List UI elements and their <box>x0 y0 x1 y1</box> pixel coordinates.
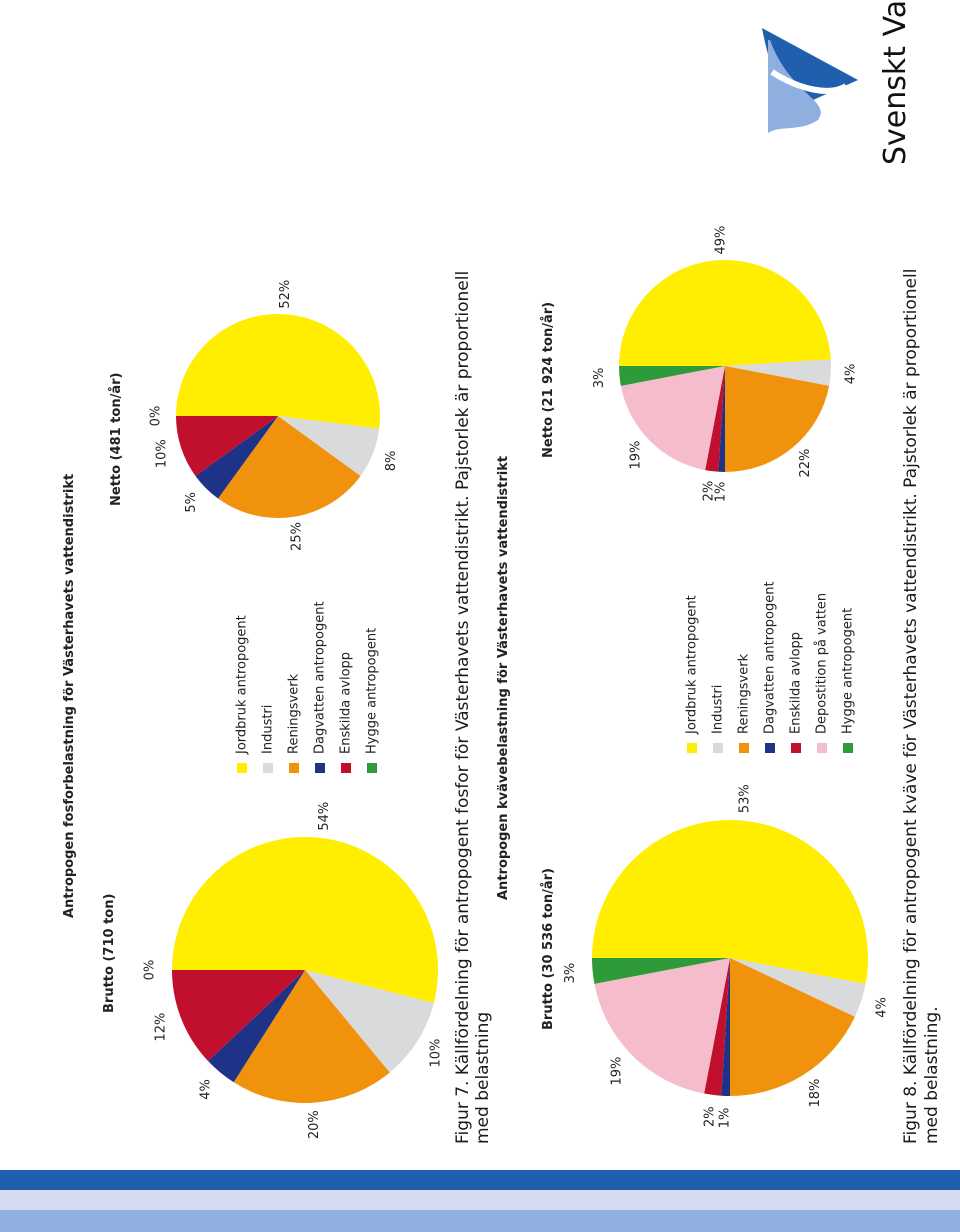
footer-stripe-dark <box>0 1170 960 1190</box>
figure7-legend: Jordbruk antropogent Industri Reningsverk D… <box>235 601 380 773</box>
pie-label-industri: 4% <box>875 997 890 1018</box>
pie-slice-hygge-antropogent <box>619 366 725 386</box>
pie-label-dagvatten-antropogent: 4% <box>199 1079 214 1100</box>
legend-label-industri: Industri <box>711 685 726 734</box>
pie-label-dagvatten-antropogent: 1% <box>714 482 729 503</box>
legend-label-dagvatten-antropogent: Dagvatten antropogent <box>313 601 328 754</box>
legend-swatch-jordbruk-antropogent <box>687 743 697 753</box>
legend-swatch-dagvatten-antropogent <box>765 743 775 753</box>
legend-swatch-dagvatten-antropogent <box>315 763 325 773</box>
pie-slice-depostition-pa-vatten <box>620 366 725 471</box>
legend-label-enskilda-avlopp: Enskilda avlopp <box>789 632 804 734</box>
pie-slice-industri <box>278 416 380 476</box>
legend-label-hygge-antropogent: Hygge antropogent <box>841 608 856 734</box>
pie-label-enskilda-avlopp: 10% <box>155 439 170 468</box>
brand-name: Svenskt Vatten <box>878 0 913 165</box>
legend-swatch-hygge-antropogent <box>367 763 377 773</box>
pie-slice-reningsverk <box>233 970 390 1104</box>
pie-slice-industri <box>305 970 434 1073</box>
pie-label-reningsverk: 18% <box>808 1079 823 1108</box>
pie-slice-dagvatten-antropogent <box>208 970 305 1083</box>
pie-slice-hygge-antropogent <box>592 958 730 984</box>
pie-label-depostition-pa-vatten: 19% <box>628 441 643 470</box>
pie-label-hygge-antropogent: 3% <box>592 368 607 389</box>
pie-chart-brutto-kvave: 53% 4% 18% 1%2% 19% 3% <box>563 784 890 1128</box>
pie-label-reningsverk: 22% <box>798 449 813 478</box>
footer-stripe-light <box>0 1210 960 1232</box>
pie-label-reningsverk: 25% <box>290 522 305 551</box>
legend-swatch-enskilda-avlopp <box>341 763 351 773</box>
legend-swatch-reningsverk <box>739 743 749 753</box>
chart3-title: Brutto (30 536 ton/år) <box>541 868 556 1030</box>
legend-label-industri: Industri <box>261 705 276 754</box>
svenskt-vatten-logo <box>762 28 858 133</box>
figure8-caption-line2: med belastning. <box>922 1006 942 1144</box>
figure7-caption-line1: Figur 7. Källfördelning för antropogent … <box>453 271 473 1144</box>
pie-slice-enskilda-avlopp <box>704 958 730 1096</box>
pie-label-dagvatten-antropogent: 5% <box>184 492 199 513</box>
pie-slice-enskilda-avlopp <box>705 366 725 472</box>
legend-swatch-depostition-pa-vatten <box>817 743 827 753</box>
pie-chart-brutto-fosfor: 54% 10% 20% 4% 12% 0% <box>143 802 444 1139</box>
pie-slice-depostition-pa-vatten <box>594 958 730 1094</box>
pie-slice-jordbruk-antropogent <box>619 260 831 366</box>
pie-slice-dagvatten-antropogent <box>721 958 730 1096</box>
chart2-title: Netto (481 ton/år) <box>109 373 124 506</box>
pie-label-enskilda-avlopp: 2% <box>702 1106 717 1127</box>
chart1-title: Brutto (710 ton) <box>102 894 117 1013</box>
figure7-caption-line2: med belastning <box>473 1012 493 1144</box>
pie-slice-enskilda-avlopp <box>172 970 305 1062</box>
legend-label-reningsverk: Reningsverk <box>287 673 302 754</box>
pie-chart-netto-kvave: 49% 4% 22% 1%2% 19% 3% <box>592 226 858 503</box>
legend-swatch-enskilda-avlopp <box>791 743 801 753</box>
pie-label-dagvatten-antropogent: 1% <box>718 1108 733 1129</box>
legend-label-hygge-antropogent: Hygge antropogent <box>365 628 380 754</box>
legend-swatch-hygge-antropogent <box>843 743 853 753</box>
pie-slice-jordbruk-antropogent <box>592 820 868 984</box>
chart4-title: Netto (21 924 ton/år) <box>541 302 556 458</box>
pie-label-jordbruk-antropogent: 53% <box>738 784 753 813</box>
pie-label-depostition-pa-vatten: 19% <box>609 1057 624 1086</box>
pie-slice-reningsverk <box>725 366 830 472</box>
legend-label-reningsverk: Reningsverk <box>737 653 752 734</box>
pie-label-jordbruk-antropogent: 54% <box>317 802 332 831</box>
logo-swoosh <box>770 69 848 94</box>
pie-slice-jordbruk-antropogent <box>172 836 439 1004</box>
legend-label-jordbruk-antropogent: Jordbruk antropogent <box>235 615 250 755</box>
legend-swatch-industri <box>713 743 723 753</box>
pie-slice-dagvatten-antropogent <box>195 416 278 499</box>
pie-slice-reningsverk <box>730 958 855 1096</box>
pie-label-industri: 8% <box>384 451 399 472</box>
pie-chart-netto-fosfor: 52% 8% 25% 5% 10% 0% <box>149 280 399 551</box>
pie-slice-industri <box>725 359 831 386</box>
figure8-legend: Jordbruk antropogent Industri Reningsverk D… <box>685 581 856 753</box>
pie-label-enskilda-avlopp: 12% <box>153 1013 168 1042</box>
legend-label-jordbruk-antropogent: Jordbruk antropogent <box>685 595 700 735</box>
legend-swatch-industri <box>263 763 273 773</box>
figure8-title: Antropogen kvävebelastning för Västerhav… <box>496 456 511 900</box>
legend-swatch-reningsverk <box>289 763 299 773</box>
pie-label-jordbruk-antropogent: 49% <box>714 226 729 255</box>
pie-slice-jordbruk-antropogent <box>176 314 380 429</box>
pie-label-hygge-antropogent: 3% <box>563 963 578 984</box>
figure7-title: Antropogen fosforbelastning för Västerha… <box>62 474 77 918</box>
legend-label-enskilda-avlopp: Enskilda avlopp <box>339 652 354 754</box>
legend-label-dagvatten-antropogent: Dagvatten antropogent <box>763 581 778 734</box>
pie-label-enskilda-avlopp: 2% <box>702 481 717 502</box>
figure8-caption-line1: Figur 8. Källfördelning för antropogent … <box>901 269 921 1144</box>
pie-slice-reningsverk <box>218 416 361 518</box>
pie-slice-enskilda-avlopp <box>176 416 278 476</box>
footer-stripe-pale <box>0 1190 960 1210</box>
pie-label-hygge-antropogent: 0% <box>149 406 164 427</box>
pie-slice-industri <box>730 958 866 1017</box>
pie-label-reningsverk: 20% <box>307 1110 322 1139</box>
pie-label-industri: 10% <box>428 1039 443 1068</box>
pie-label-hygge-antropogent: 0% <box>143 960 158 981</box>
pie-label-industri: 4% <box>843 364 858 385</box>
pie-label-jordbruk-antropogent: 52% <box>278 280 293 309</box>
legend-label-depostition-pa-vatten: Depostition på vatten <box>815 593 830 734</box>
legend-swatch-jordbruk-antropogent <box>237 763 247 773</box>
pie-slice-dagvatten-antropogent <box>718 366 725 472</box>
